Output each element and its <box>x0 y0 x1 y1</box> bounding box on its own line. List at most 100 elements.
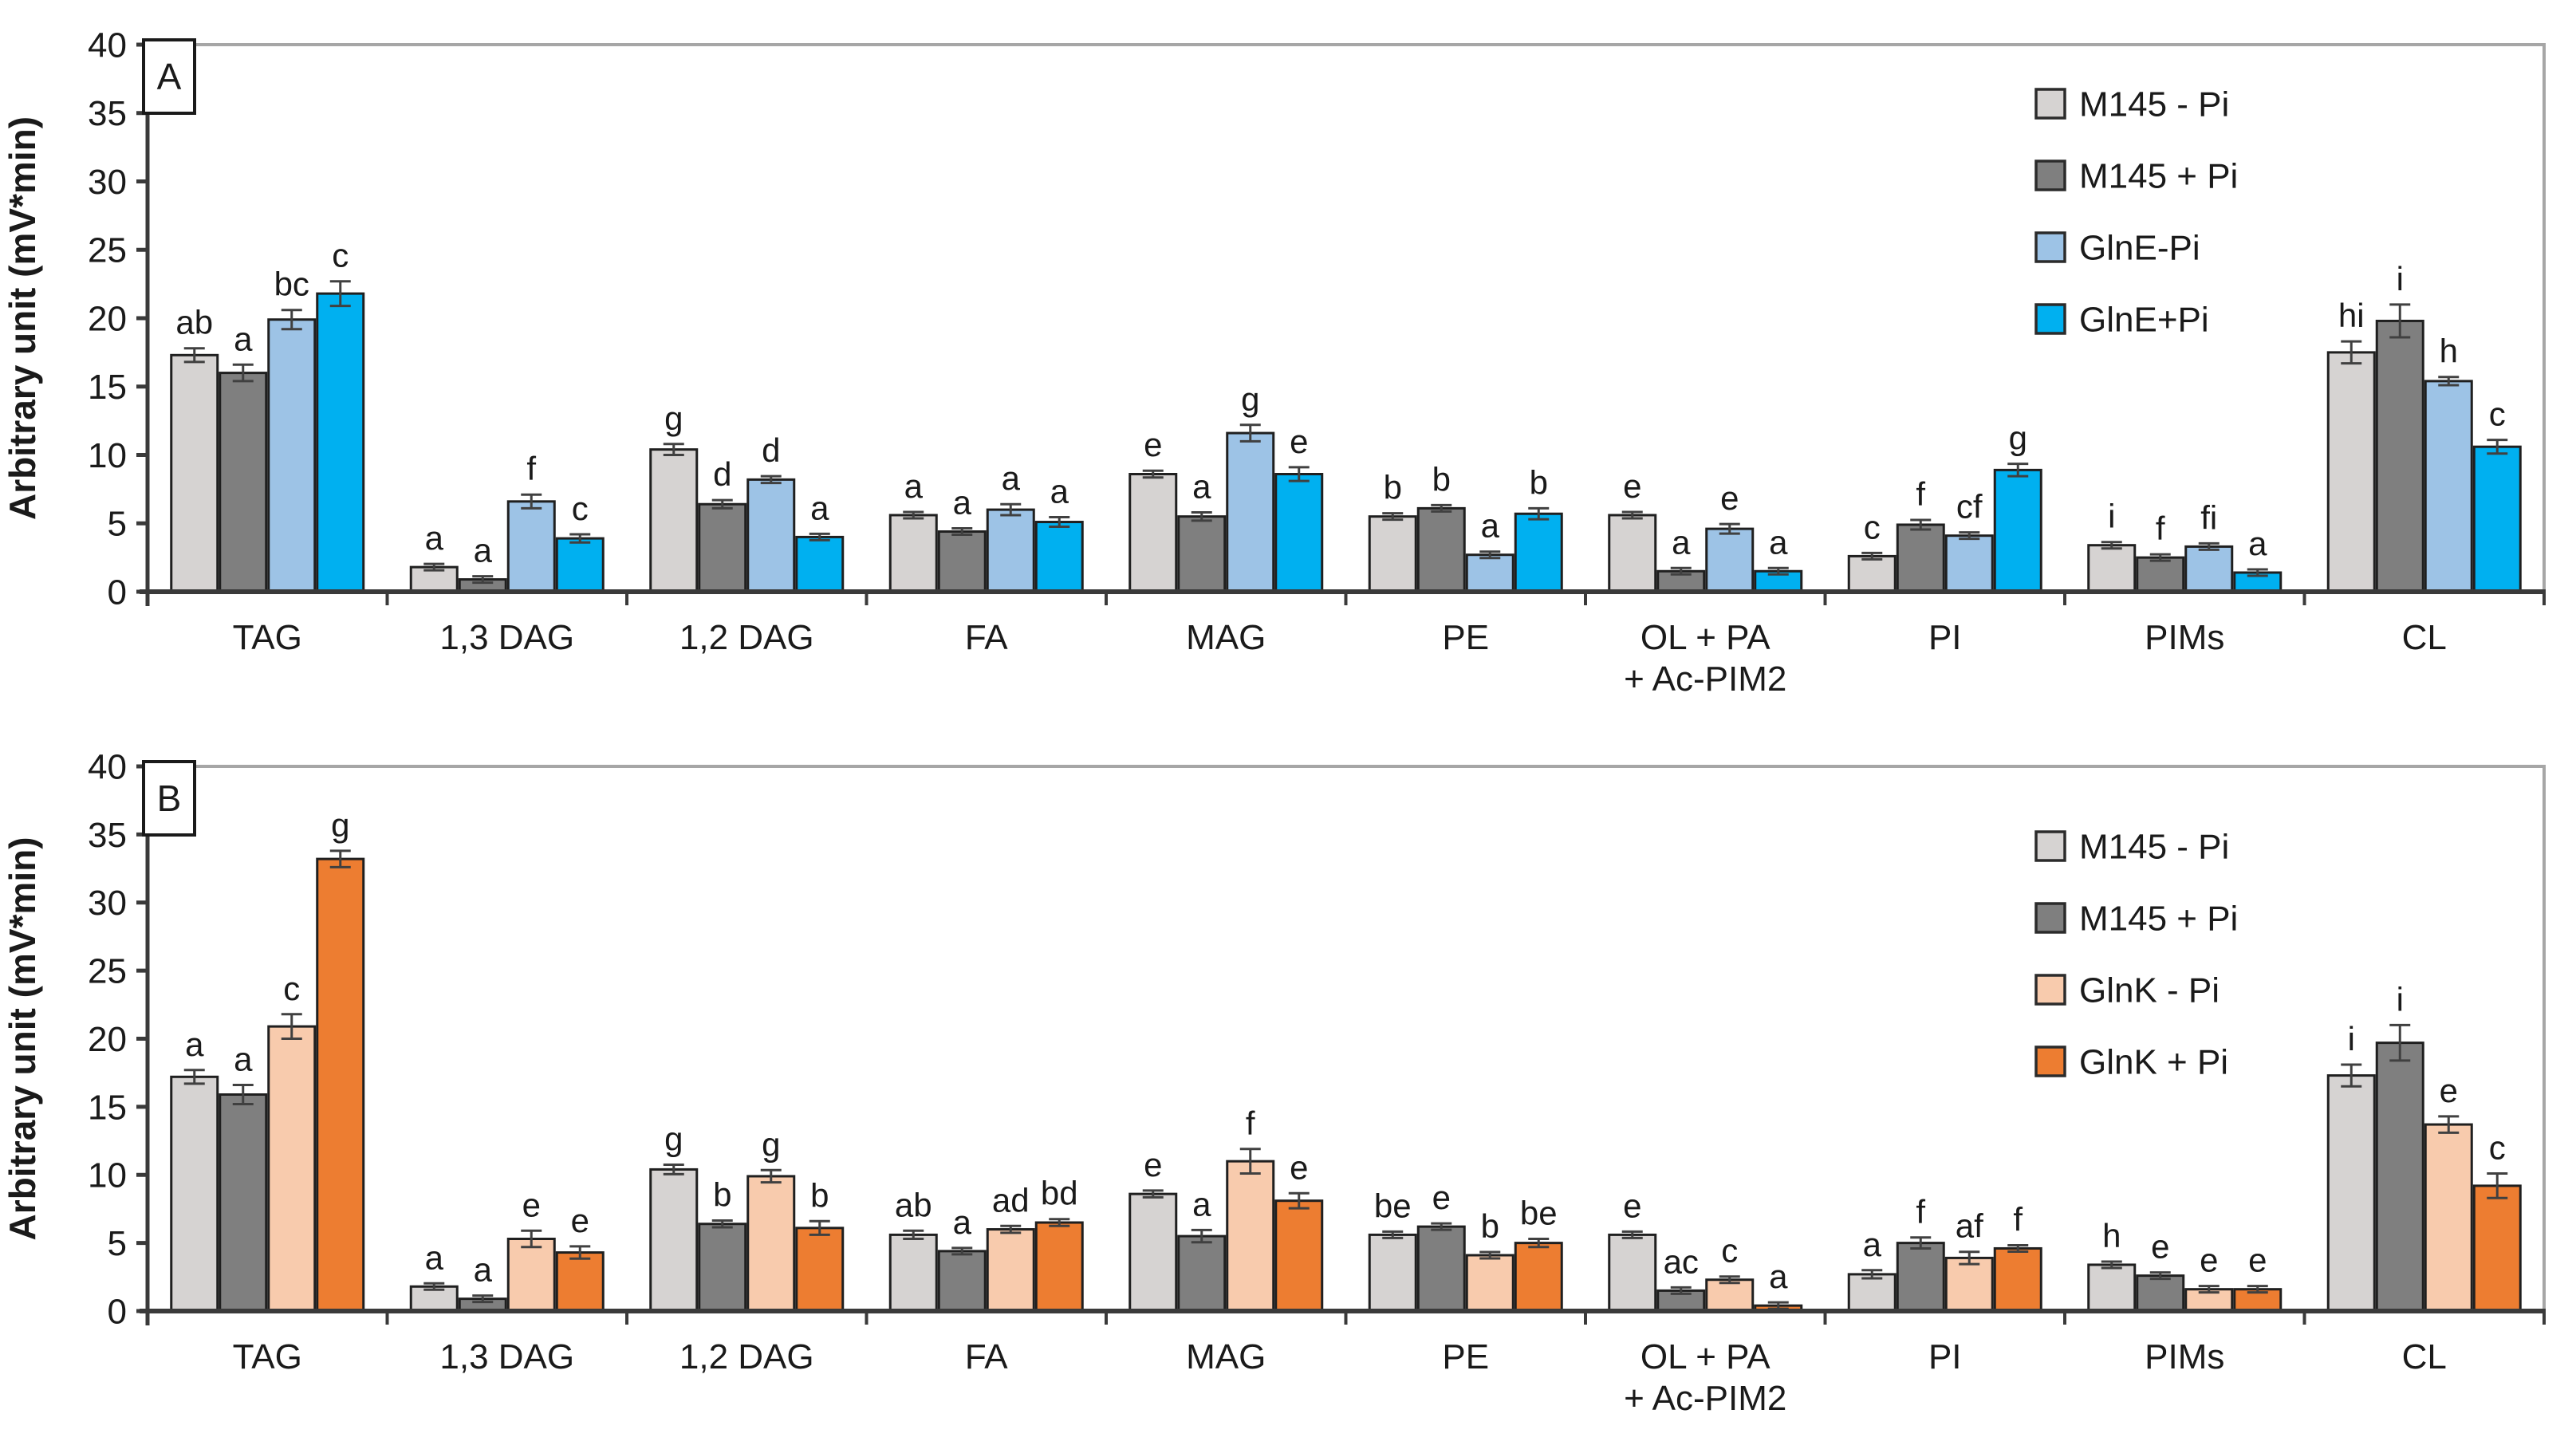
bar <box>1465 553 1514 593</box>
significance-letter: f <box>526 450 536 487</box>
bar <box>1847 554 1897 593</box>
significance-letter: g <box>664 1120 683 1157</box>
y-axis-tick-label: 25 <box>88 952 127 991</box>
bar <box>1128 473 1178 593</box>
x-category-label: FA <box>965 618 1008 657</box>
x-category-label: CL <box>2402 618 2447 657</box>
panel-label: B <box>157 778 182 819</box>
bar <box>2472 1184 2522 1313</box>
significance-letter: a <box>425 1238 444 1276</box>
bar <box>2326 351 2376 593</box>
bar <box>1416 506 1466 593</box>
bar <box>2136 1274 2185 1313</box>
legend-swatch <box>2034 159 2066 191</box>
significance-letter: i <box>2397 260 2404 297</box>
significance-letter: a <box>1672 523 1691 561</box>
bar <box>2472 445 2522 593</box>
bar <box>698 502 747 593</box>
significance-letter: a <box>1050 473 1069 510</box>
significance-letter: c <box>2489 396 2506 433</box>
significance-letter: a <box>1192 468 1211 506</box>
y-axis-tick-label: 20 <box>88 1020 127 1059</box>
legend-label: GlnE-Pi <box>2079 228 2200 267</box>
bar <box>316 292 365 593</box>
y-axis-tick-label: 35 <box>88 94 127 133</box>
bar <box>1274 473 1324 593</box>
y-axis-tick-label: 15 <box>88 1088 127 1127</box>
legend-label: GlnK - Pi <box>2079 971 2220 1010</box>
legend-label: M145 + Pi <box>2079 899 2238 938</box>
bar <box>986 1228 1035 1313</box>
legend-swatch <box>2034 231 2066 263</box>
bar <box>1416 1225 1466 1313</box>
bar <box>1944 1256 1994 1313</box>
significance-letter: f <box>2013 1200 2023 1238</box>
significance-letter: ac <box>1664 1242 1699 1280</box>
significance-letter: c <box>1864 508 1881 545</box>
y-axis-title: Arbitrary unit (mV*min) <box>2 116 43 520</box>
significance-letter: e <box>2440 1072 2458 1109</box>
bar <box>1896 1242 1945 1313</box>
x-category-label: PIMs <box>2145 618 2224 657</box>
significance-letter: be <box>1520 1195 1558 1232</box>
significance-letter: a <box>953 1203 972 1241</box>
bar <box>649 1168 699 1313</box>
bar <box>888 514 938 593</box>
significance-letter: e <box>1144 1146 1162 1183</box>
bar <box>795 1227 845 1313</box>
significance-letter: c <box>572 490 589 527</box>
y-axis-tick-label: 15 <box>88 368 127 407</box>
y-axis-tick-label: 10 <box>88 1156 127 1195</box>
bar <box>937 1250 987 1313</box>
significance-letter: a <box>234 320 253 357</box>
significance-letter: a <box>185 1026 204 1063</box>
x-category-label: + Ac-PIM2 <box>1624 1379 1786 1418</box>
bar <box>1705 1278 1755 1313</box>
significance-letter: g <box>1241 380 1259 418</box>
significance-letter: a <box>1769 523 1788 561</box>
significance-letter: i <box>2397 980 2404 1018</box>
significance-letter: e <box>522 1186 541 1223</box>
bar <box>986 508 1035 593</box>
bar <box>1993 1246 2042 1313</box>
x-category-label: 1,3 DAG <box>439 618 574 657</box>
bar <box>2184 545 2234 593</box>
x-category-label: FA <box>965 1337 1008 1376</box>
significance-letter: g <box>331 806 349 844</box>
significance-letter: b <box>810 1176 829 1214</box>
bar <box>1034 521 1084 593</box>
bar <box>649 448 699 593</box>
bar <box>2375 1042 2424 1313</box>
bar <box>888 1233 938 1313</box>
panel-label: A <box>157 56 182 97</box>
significance-letter: e <box>2248 1242 2267 1279</box>
significance-letter: g <box>762 1125 780 1163</box>
significance-letter: a <box>474 1251 493 1289</box>
significance-letter: a <box>234 1041 253 1078</box>
significance-letter: a <box>953 484 972 522</box>
significance-letter: c <box>2489 1129 2506 1167</box>
y-axis-tick-label: 0 <box>108 573 127 612</box>
significance-letter: a <box>1002 459 1021 497</box>
y-axis-tick-label: 40 <box>88 747 127 786</box>
bar <box>1944 534 1994 593</box>
y-axis-tick-label: 40 <box>88 26 127 65</box>
bar <box>746 478 796 593</box>
bar <box>1368 1233 1417 1313</box>
significance-letter: a <box>810 489 829 526</box>
bar <box>1993 468 2042 593</box>
y-axis-tick-label: 5 <box>108 505 127 544</box>
x-category-label: MAG <box>1186 618 1266 657</box>
x-category-label: TAG <box>233 1337 302 1376</box>
x-category-label: OL + PA <box>1641 1337 1771 1376</box>
bar <box>267 318 317 593</box>
bar <box>1034 1221 1084 1313</box>
bar <box>219 372 268 593</box>
x-category-label: + Ac-PIM2 <box>1624 660 1786 699</box>
significance-letter: a <box>2248 525 2267 562</box>
bar <box>1177 1234 1227 1313</box>
x-category-label: PE <box>1442 618 1489 657</box>
significance-letter: d <box>713 455 731 493</box>
significance-letter: i <box>2108 498 2115 535</box>
